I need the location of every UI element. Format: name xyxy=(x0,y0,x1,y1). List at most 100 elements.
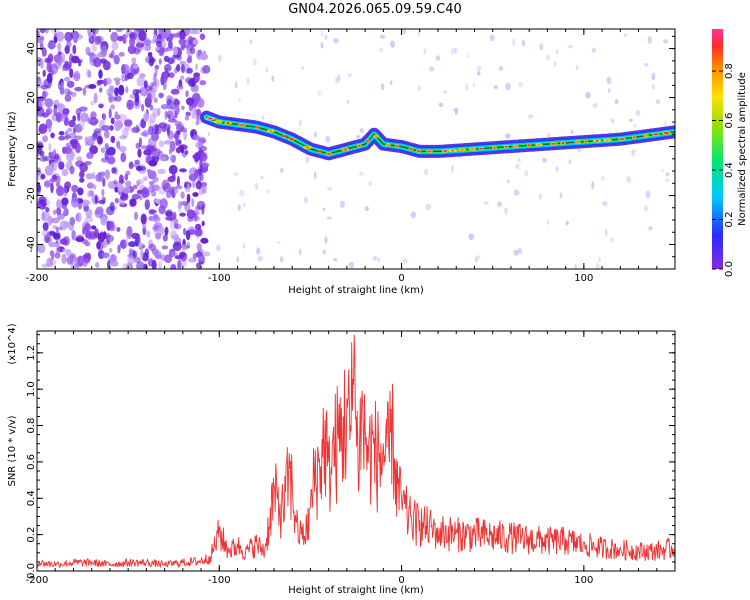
noise-blob xyxy=(176,64,181,72)
sparse-noise-blob xyxy=(489,34,495,42)
noise-blob xyxy=(192,178,196,189)
noise-blob xyxy=(181,105,185,110)
noise-blob xyxy=(48,143,52,152)
noise-blob xyxy=(104,130,110,139)
noise-blob xyxy=(42,135,48,143)
noise-blob xyxy=(101,113,106,120)
sparse-noise-blob xyxy=(438,102,444,108)
noise-blob xyxy=(80,112,89,123)
noise-blob xyxy=(48,241,57,248)
noise-blob xyxy=(132,126,141,133)
noise-blob xyxy=(105,206,115,216)
noise-blob xyxy=(148,243,156,251)
noise-blob xyxy=(42,200,45,206)
ridge-peak xyxy=(595,139,599,142)
noise-blob xyxy=(153,97,158,103)
noise-blob xyxy=(102,252,110,259)
noise-blob xyxy=(108,247,113,253)
noise-blob xyxy=(49,151,56,157)
sparse-noise-blob xyxy=(565,220,569,226)
noise-blob xyxy=(44,165,54,176)
noise-blob xyxy=(147,137,157,147)
noise-blob xyxy=(71,55,80,64)
sparse-noise-blob xyxy=(324,236,328,244)
ridge-peak xyxy=(619,138,625,140)
noise-blob xyxy=(84,84,93,89)
noise-blob xyxy=(59,238,68,245)
noise-blob xyxy=(110,49,115,60)
sparse-noise-blob xyxy=(320,42,324,49)
noise-blob xyxy=(71,229,76,240)
noise-blob xyxy=(140,145,148,150)
noise-blob xyxy=(72,44,77,55)
noise-blob xyxy=(85,231,91,239)
sparse-noise-blob xyxy=(577,147,581,153)
sparse-noise-blob xyxy=(628,118,633,122)
sparse-noise-blob xyxy=(299,119,302,127)
sparse-noise-blob xyxy=(389,80,393,85)
noise-blob xyxy=(90,101,95,106)
noise-blob xyxy=(48,123,52,133)
sparse-noise-blob xyxy=(261,115,265,120)
noise-blob xyxy=(171,173,176,179)
sparse-noise-blob xyxy=(665,178,670,182)
noise-blob xyxy=(200,152,208,162)
sparse-noise-blob xyxy=(255,182,259,190)
x-tick-label: 0 xyxy=(398,273,404,284)
noise-blob xyxy=(40,84,49,90)
noise-blob xyxy=(113,179,118,185)
noise-blob xyxy=(57,213,66,220)
noise-blob xyxy=(201,204,205,215)
noise-blob xyxy=(91,29,96,36)
noise-blob xyxy=(41,211,51,222)
y-tick-label: 0 xyxy=(26,143,37,149)
sparse-noise-blob xyxy=(301,66,305,70)
sparse-noise-blob xyxy=(314,171,317,180)
y-tick-label: 0.6 xyxy=(26,454,37,470)
noise-blob xyxy=(118,84,125,96)
noise-blob xyxy=(127,103,132,108)
noise-blob xyxy=(93,57,102,68)
x-tick-label: 100 xyxy=(574,575,593,586)
noise-blob xyxy=(124,173,129,181)
sparse-noise-blob xyxy=(541,157,548,163)
noise-blob xyxy=(132,184,138,190)
sparse-noise-blob xyxy=(326,216,332,220)
sparse-noise-blob xyxy=(477,70,481,76)
sparse-noise-blob xyxy=(252,58,257,66)
noise-blob xyxy=(52,225,58,230)
noise-blob xyxy=(49,178,58,183)
noise-blob xyxy=(179,168,187,173)
sparse-noise-blob xyxy=(475,257,478,263)
noise-blob xyxy=(122,263,131,269)
noise-blob xyxy=(120,239,127,249)
spectrogram-xlabel: Height of straight line (km) xyxy=(288,285,424,296)
noise-blob xyxy=(64,87,68,97)
noise-blob xyxy=(186,209,195,220)
noise-blob xyxy=(184,115,190,121)
noise-blob xyxy=(71,141,78,149)
ridge-peak xyxy=(326,152,332,155)
noise-blob xyxy=(75,235,85,242)
noise-blob xyxy=(64,135,72,140)
noise-blob xyxy=(168,40,173,49)
noise-blob xyxy=(72,73,81,79)
noise-blob xyxy=(74,123,83,133)
sparse-noise-blob xyxy=(410,211,416,219)
sparse-noise-blob xyxy=(418,85,421,91)
noise-blob xyxy=(71,184,79,193)
noise-blob xyxy=(39,156,48,162)
noise-blob xyxy=(126,72,134,80)
noise-blob xyxy=(120,193,129,201)
sparse-noise-blob xyxy=(518,81,524,88)
sparse-noise-blob xyxy=(364,206,369,212)
noise-blob xyxy=(175,124,185,132)
noise-blob xyxy=(101,196,106,205)
noise-blob xyxy=(90,225,97,230)
sparse-noise-blob xyxy=(655,99,661,105)
ridge-peak xyxy=(479,147,483,150)
noise-blob xyxy=(64,130,69,141)
sparse-noise-blob xyxy=(417,31,420,37)
noise-blob xyxy=(86,152,94,159)
snr-ylabel: SNR (10 * v/v) xyxy=(7,415,18,486)
